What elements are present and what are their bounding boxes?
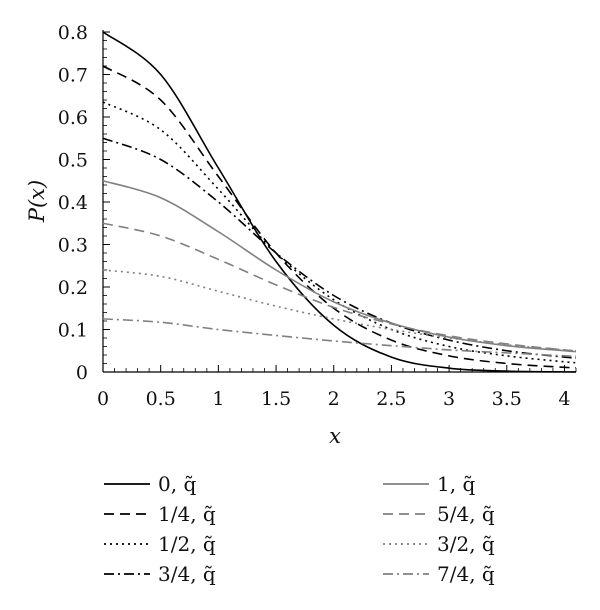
x-tick-label: 4 xyxy=(558,388,570,410)
legend-label-4: 3/4, q̃ xyxy=(158,562,216,586)
x-axis-label: x xyxy=(329,424,341,448)
y-tick-label: 0.1 xyxy=(58,320,88,342)
legend-label-5: 1, q̃ xyxy=(437,472,475,496)
series-line-5 xyxy=(102,179,577,353)
x-tick-label: 3.5 xyxy=(492,388,522,410)
y-tick-label: 0.3 xyxy=(58,235,88,257)
y-axis-label: P(x) xyxy=(25,180,49,223)
x-tick-label: 3 xyxy=(443,388,455,410)
y-tick-label: 0.2 xyxy=(58,277,88,299)
x-tick-label: 1.5 xyxy=(261,388,291,410)
x-tick-label: 2.5 xyxy=(376,388,406,410)
series-line-2 xyxy=(102,65,577,369)
series-line-3 xyxy=(102,101,577,364)
x-tick-label: 1 xyxy=(212,388,224,410)
legend-label-3: 1/2, q̃ xyxy=(158,532,216,556)
curves xyxy=(102,31,577,373)
y-tick-label: 0.4 xyxy=(58,192,88,214)
axes: 0 0.5 1 1.5 2 2.5 3 3.5 4 0 0.1 0.2 0.3 0.4 0.5 0.6 0.7 0… xyxy=(58,22,577,410)
legend-label-6: 5/4, q̃ xyxy=(437,502,495,526)
y-tick-label: 0.5 xyxy=(58,150,88,172)
y-tick-label: 0.6 xyxy=(58,107,88,129)
y-tick-label: 0.8 xyxy=(58,22,88,44)
legend-label-2: 1/4, q̃ xyxy=(158,502,216,526)
y-tick-label: 0.7 xyxy=(58,65,88,87)
series-line-7 xyxy=(102,269,577,352)
x-tick-label: 2 xyxy=(328,388,340,410)
series-line-8 xyxy=(102,318,577,358)
legend: 0, q̃ 1/4, q̃ 1/2, q̃ 3/4, q̃ 1, q̃ 5/4, q̃ 3/… xyxy=(104,472,495,586)
legend-label-7: 3/2, q̃ xyxy=(437,532,495,556)
x-tick-label: 0.5 xyxy=(146,388,176,410)
series-line-6 xyxy=(102,222,577,352)
series-line-4 xyxy=(102,137,577,359)
y-tick-label: 0 xyxy=(76,362,88,384)
series-line-1 xyxy=(102,31,577,373)
legend-label-8: 7/4, q̃ xyxy=(437,562,495,586)
x-tick-label: 0 xyxy=(97,388,109,410)
legend-label-1: 0, q̃ xyxy=(158,472,196,496)
